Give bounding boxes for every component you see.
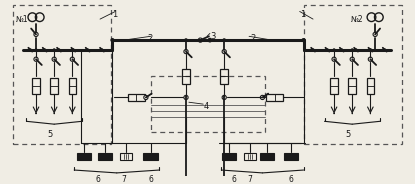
Bar (284, 153, 298, 160)
Bar (98, 153, 112, 160)
Text: 6: 6 (289, 175, 293, 184)
Bar (68, 78, 76, 94)
Bar (144, 153, 158, 160)
Circle shape (301, 38, 305, 42)
Circle shape (326, 48, 329, 51)
Circle shape (369, 48, 372, 51)
Circle shape (86, 48, 89, 51)
Text: 2: 2 (250, 34, 255, 43)
Circle shape (369, 48, 372, 51)
Circle shape (52, 57, 56, 61)
Text: 1: 1 (300, 10, 305, 19)
Circle shape (43, 48, 46, 51)
Text: 6: 6 (96, 175, 100, 184)
Bar (222, 153, 236, 160)
Circle shape (332, 57, 336, 61)
Bar (330, 78, 338, 94)
Circle shape (260, 95, 264, 100)
Bar (349, 78, 356, 94)
Circle shape (222, 38, 226, 42)
Text: №1: №1 (16, 15, 29, 24)
Circle shape (368, 57, 373, 61)
Circle shape (34, 57, 38, 61)
Bar (366, 78, 374, 94)
Circle shape (373, 32, 377, 36)
Circle shape (222, 49, 226, 54)
Circle shape (383, 48, 386, 51)
Text: 6: 6 (148, 175, 153, 184)
Bar (266, 94, 283, 101)
Text: №2: №2 (351, 15, 364, 24)
Circle shape (340, 48, 343, 51)
Circle shape (351, 48, 354, 51)
Text: 4: 4 (203, 102, 208, 111)
Circle shape (29, 48, 32, 51)
Circle shape (198, 38, 203, 42)
Circle shape (333, 48, 335, 51)
Circle shape (110, 38, 115, 42)
Text: 3: 3 (210, 31, 215, 40)
Circle shape (222, 95, 226, 100)
Circle shape (34, 32, 38, 36)
Bar (32, 78, 40, 94)
Text: 7: 7 (248, 175, 252, 184)
Circle shape (312, 48, 315, 51)
Bar (244, 153, 256, 160)
Circle shape (58, 48, 61, 51)
Bar (260, 153, 274, 160)
Circle shape (144, 95, 148, 100)
Text: 1: 1 (112, 10, 118, 19)
Bar (120, 153, 132, 160)
Circle shape (72, 48, 75, 51)
Circle shape (34, 48, 37, 51)
Circle shape (184, 38, 188, 42)
Bar (128, 94, 145, 101)
Circle shape (350, 57, 354, 61)
Circle shape (354, 48, 357, 51)
Text: 6: 6 (231, 175, 236, 184)
Circle shape (100, 48, 103, 51)
Bar (220, 69, 228, 84)
Text: 5: 5 (346, 130, 351, 139)
Circle shape (184, 95, 188, 100)
Circle shape (71, 48, 74, 51)
Circle shape (184, 49, 188, 54)
Circle shape (208, 38, 212, 43)
Text: 2: 2 (148, 34, 153, 43)
Bar (77, 153, 91, 160)
Text: 7: 7 (122, 175, 126, 184)
Bar (182, 69, 190, 84)
Circle shape (53, 48, 56, 51)
Text: 5: 5 (48, 130, 53, 139)
Bar (50, 78, 58, 94)
Circle shape (70, 57, 74, 61)
